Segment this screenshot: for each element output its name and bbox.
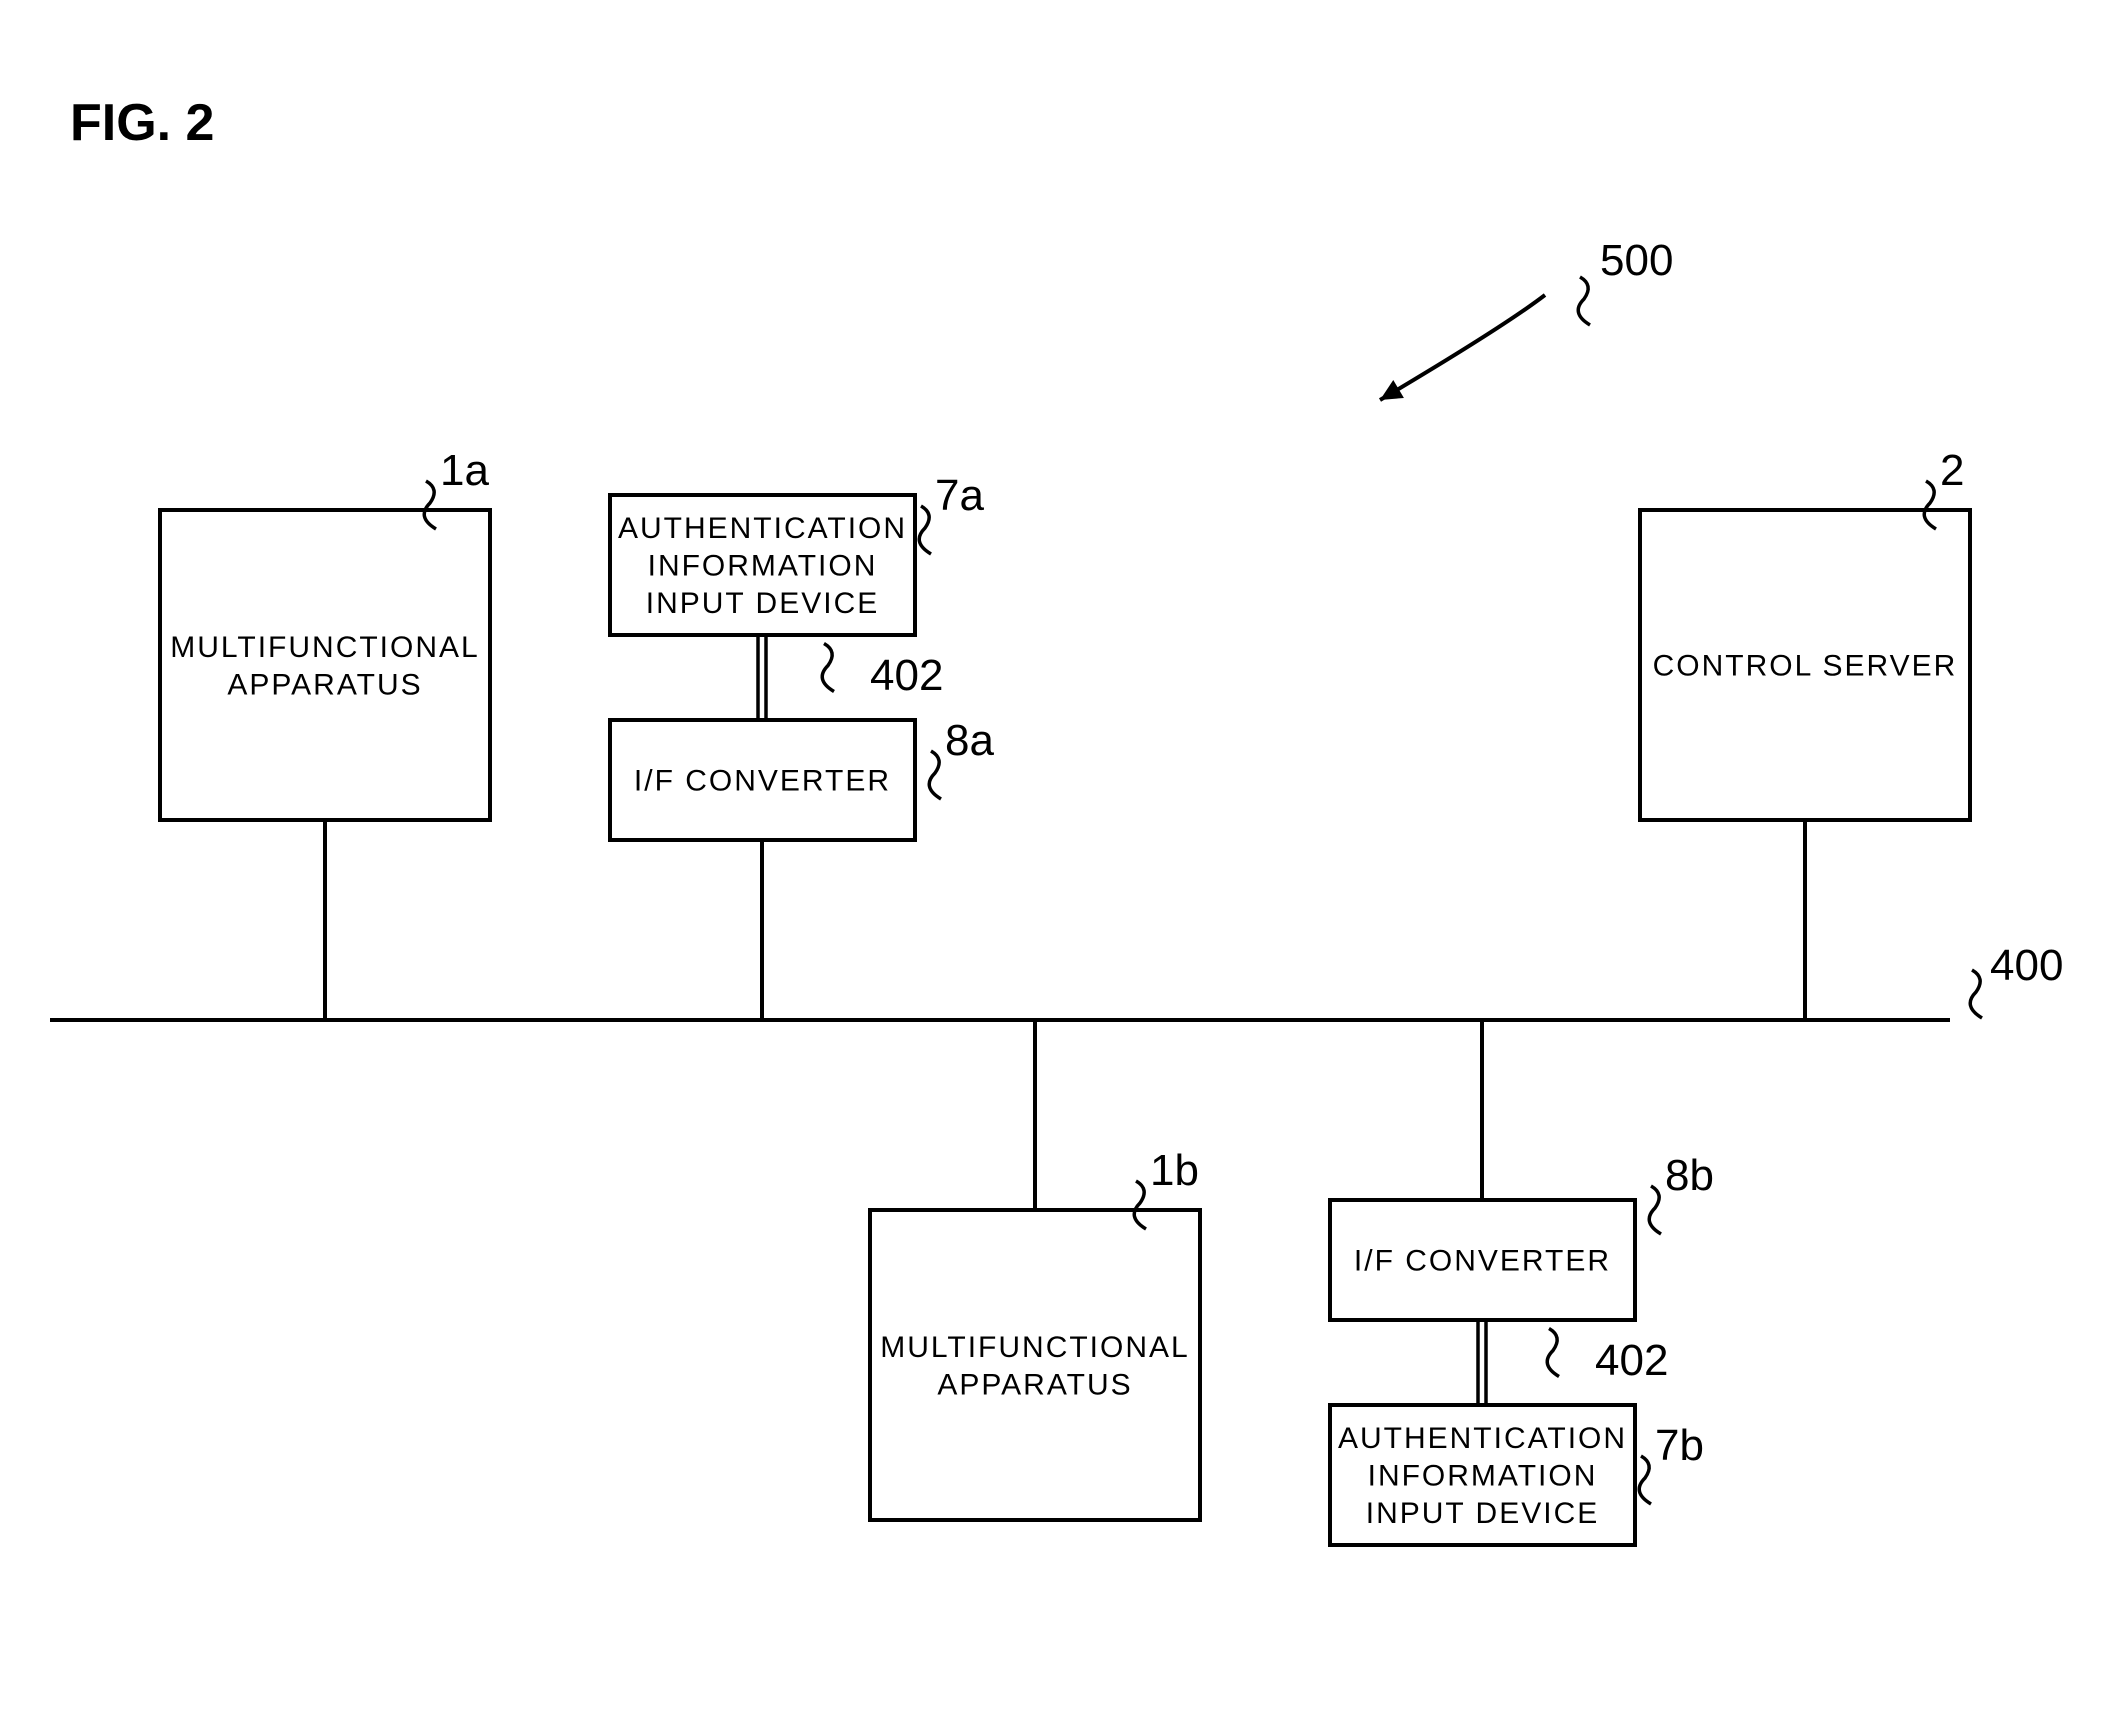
box-auth_a-label-2: INPUT DEVICE [646, 587, 880, 620]
box-auth_b-label-0: AUTHENTICATION [1338, 1422, 1627, 1455]
box-auth_b-label-1: INFORMATION [1368, 1460, 1598, 1493]
bus-tag: 400 [1990, 941, 2063, 990]
box-ifc_b-label-0: I/F CONVERTER [1354, 1245, 1611, 1278]
box-ifc_a-label-0: I/F CONVERTER [634, 765, 891, 798]
box-mf_b-label-0: MULTIFUNCTIONAL [880, 1331, 1189, 1364]
box-mf_b-tag: 1b [1150, 1146, 1199, 1195]
box-mf_a-label-0: MULTIFUNCTIONAL [170, 631, 479, 664]
box-srv-tag: 2 [1940, 446, 1964, 495]
figure-label: FIG. 2 [70, 94, 214, 152]
box-ifc_b-tag: 8b [1665, 1151, 1714, 1200]
system-tag: 500 [1600, 236, 1673, 285]
box-auth_a-label-0: AUTHENTICATION [618, 512, 907, 545]
box-mf_b [870, 1210, 1200, 1520]
box-mf_a-label-1: APPARATUS [227, 668, 422, 701]
box-srv-label-0: CONTROL SERVER [1653, 650, 1958, 683]
box-auth_b-label-2: INPUT DEVICE [1366, 1497, 1600, 1530]
box-mf_a [160, 510, 490, 820]
link-402a-tag: 402 [870, 651, 943, 700]
link-402b-tag: 402 [1595, 1336, 1668, 1385]
box-ifc_a-tag: 8a [945, 716, 994, 765]
system-arrow [1380, 295, 1545, 400]
box-auth_a-tag: 7a [935, 471, 984, 520]
box-auth_a-label-1: INFORMATION [648, 550, 878, 583]
box-mf_a-tag: 1a [440, 446, 489, 495]
box-mf_b-label-1: APPARATUS [937, 1368, 1132, 1401]
box-auth_b-tag: 7b [1655, 1421, 1704, 1470]
